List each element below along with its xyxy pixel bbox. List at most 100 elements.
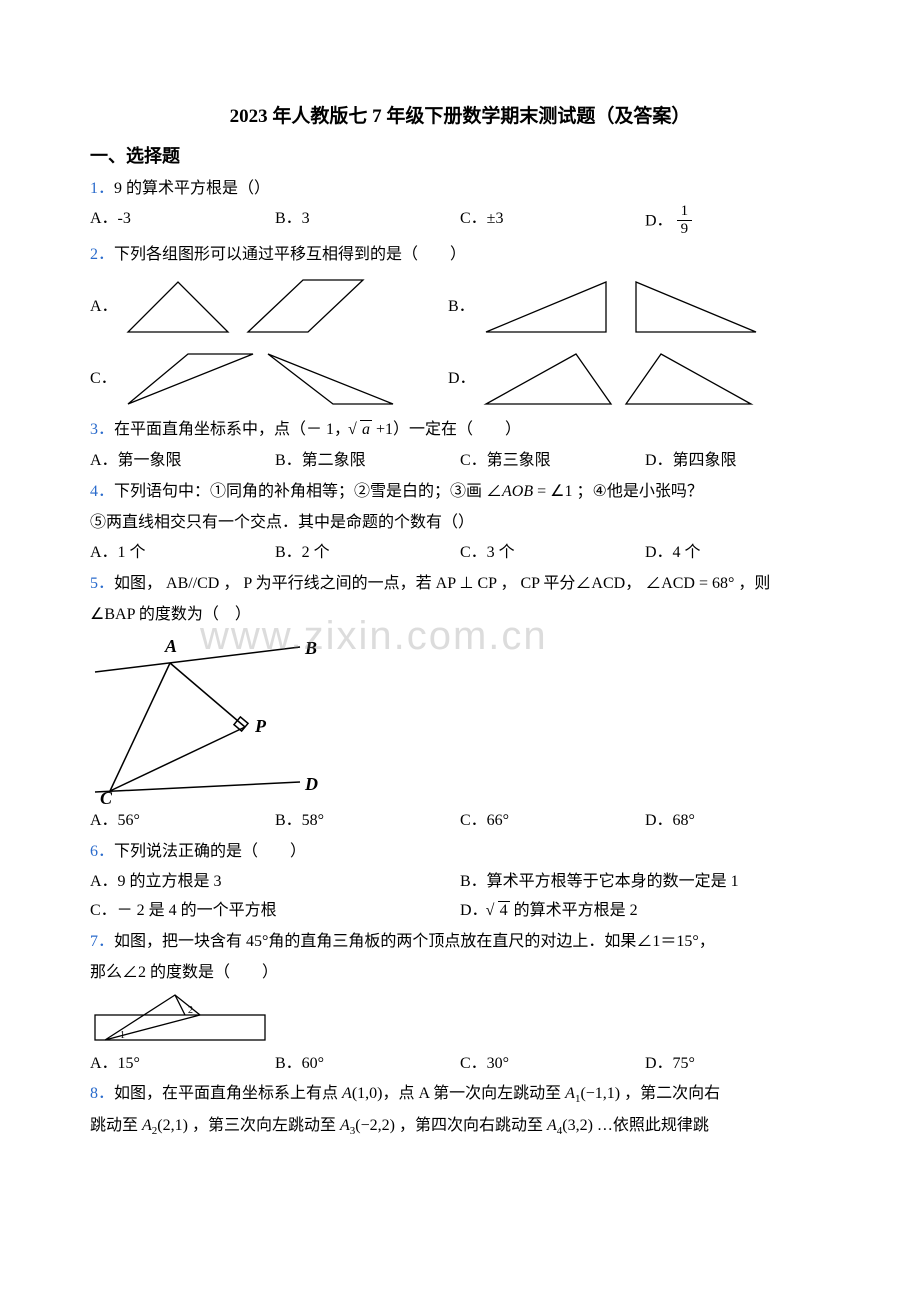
frac-num: 1 [677,203,693,221]
section-header: 一、选择题 [90,140,830,172]
q4-number: 4． [90,483,114,500]
q2-number: 2． [90,246,114,263]
q7-text1: 如图，把一块含有 45°角的直角三角板的两个顶点放在直尺的对边上．如果∠1＝15… [114,933,715,950]
q2-label-b: B． [448,293,476,322]
q4-l1pre: 下列语句中：①同角的补角相等；②雪是白的；③画 ∠ [114,483,502,500]
q4-aob: AOB [502,483,533,500]
q8-line1: 8．如图，在平面直角坐标系上有点 A(1,0)，点 A 第一次向左跳动至 A1(… [90,1080,830,1110]
q7-svg: 2 1 [90,990,270,1050]
rad: a [360,420,372,438]
q7-opt-b: B．60° [275,1050,460,1079]
q5-opt-b: B．58° [275,807,460,836]
q1-opt-a: A．-3 [90,205,275,239]
q3-opt-d: D．第四象限 [645,447,830,476]
q6-opt-b: B．算术平方根等于它本身的数一定是 1 [460,868,830,897]
q7-line2: 那么∠2 的度数是（ ） [90,959,830,988]
q3-options: A．第一象限 B．第二象限 C．第三象限 D．第四象限 [90,447,830,476]
page-title: 2023 年人教版七 7 年级下册数学期末测试题（及答案） [90,100,830,134]
q6-opt-c: C．－ 2 是 4 的一个平方根 [90,897,460,926]
sqrt-a: a [350,416,372,445]
q7-opt-d: D．75° [645,1050,830,1079]
q4-options: A．1 个 B．2 个 C．3 个 D．4 个 [90,539,830,568]
q2-label-d: D． [448,365,476,394]
q8-2a: 跳动至 [90,1117,142,1134]
q2-label-c: C． [90,365,118,394]
svg-text:2: 2 [188,1005,193,1016]
q7-line1: 7．如图，把一块含有 45°角的直角三角板的两个顶点放在直尺的对边上．如果∠1＝… [90,928,830,957]
q6-opt-d: D． 4 的算术平方根是 2 [460,897,830,926]
page: www.zixin.com.cn 2023 年人教版七 7 年级下册数学期末测试… [0,0,920,1194]
q8-number: 8． [90,1085,114,1102]
q8-1c: ，第二次向右 [620,1085,720,1102]
q4-opt-b: B．2 个 [275,539,460,568]
q6-d-post: 的算术平方根是 2 [510,902,638,919]
fraction: 1 9 [677,203,693,237]
q7-figure: 2 1 [90,990,830,1050]
q8-1a: 如图，在平面直角坐标系上有点 [114,1085,342,1102]
svg-text:1: 1 [120,1030,125,1041]
rad4: 4 [498,901,510,919]
frac-den: 9 [677,221,693,238]
q3-number: 3． [90,421,114,438]
svg-text:C: C [100,788,113,807]
q5-opt-a: A．56° [90,807,275,836]
q3-opt-c: C．第三象限 [460,447,645,476]
q2-label-a: A． [90,293,118,322]
q2-row-ab: A． B． [90,272,830,342]
q6: 6．下列说法正确的是（ ） [90,838,830,867]
q3-opt-b: B．第二象限 [275,447,460,476]
q5-opt-d: D．68° [645,807,830,836]
q1-options: A．-3 B．3 C．±3 D． 1 9 [90,205,830,239]
q5-number: 5． [90,575,114,592]
q7-opt-c: C．30° [460,1050,645,1079]
q1-opt-c: C．±3 [460,205,645,239]
q6-d-pre: D． [460,902,488,919]
q4-eq: = ∠1 ；④他是小张吗？ [533,483,703,500]
q3-text-post: +1）一定在（ ） [372,421,521,438]
q8-2b: ，第三次向左跳动至 [188,1117,340,1134]
q4-opt-a: A．1 个 [90,539,275,568]
q3-text-pre: 在平面直角坐标系中，点（－ 1， [114,421,350,438]
q8-A: A [342,1085,352,1102]
q6-options-row1: A．9 的立方根是 3 B．算术平方根等于它本身的数一定是 1 [90,868,830,897]
q5-options: A．56° B．58° C．66° D．68° [90,807,830,836]
q2-shape-b [476,272,776,342]
q4-line2: ⑤两直线相交只有一个交点．其中是命题的个数有（） [90,509,830,538]
q4-opt-d: D．4 个 [645,539,830,568]
q1: 1．9 的算术平方根是（） [90,175,830,204]
svg-text:A: A [164,636,177,656]
q5-text1: 如图， AB//CD ， P 为平行线之间的一点，若 AP ⊥ CP ， CP … [114,575,770,592]
q8-2c: ，第四次向右跳动至 [395,1117,547,1134]
q5-figure: A B C D P [90,632,830,807]
q2-shape-c [118,344,418,414]
svg-text:P: P [254,716,267,736]
q6-number: 6． [90,843,114,860]
q8-line2: 跳动至 A2(2,1) ，第三次向左跳动至 A3(−2,2) ，第四次向右跳动至… [90,1112,830,1142]
q6-opt-a: A．9 的立方根是 3 [90,868,460,897]
q8-2d: …依照此规律跳 [593,1117,709,1134]
q4: 4．下列语句中：①同角的补角相等；②雪是白的；③画 ∠AOB = ∠1 ；④他是… [90,478,830,507]
q3-opt-a: A．第一象限 [90,447,275,476]
q8-1b: ，点 A 第一次向左跳动至 [382,1085,565,1102]
q5-line1: 5．如图， AB//CD ， P 为平行线之间的一点，若 AP ⊥ CP ， C… [90,570,830,599]
svg-text:D: D [304,774,318,794]
q7-opt-a: A．15° [90,1050,275,1079]
q1-opt-b: B．3 [275,205,460,239]
q2-shape-d [476,344,776,414]
q7-number: 7． [90,933,114,950]
q4-opt-c: C．3 个 [460,539,645,568]
q1-d-prefix: D． [645,213,673,230]
sqrt4: 4 [488,897,510,926]
q2: 2．下列各组图形可以通过平移互相得到的是（ ） [90,241,830,270]
q6-options-row2: C．－ 2 是 4 的一个平方根 D． 4 的算术平方根是 2 [90,897,830,926]
q1-opt-d: D． 1 9 [645,205,830,239]
q2-shape-a [118,272,418,342]
q3: 3．在平面直角坐标系中，点（－ 1， a +1）一定在（ ） [90,416,830,445]
q6-text: 下列说法正确的是（ ） [114,843,306,860]
q2-text: 下列各组图形可以通过平移互相得到的是（ ） [114,246,466,263]
q1-number: 1． [90,180,114,197]
q5-text2: ∠BAP 的度数为（ ） [90,606,251,623]
q5-line2: ∠BAP 的度数为（ ） [90,601,830,630]
svg-text:B: B [304,638,317,658]
q1-text: 9 的算术平方根是（） [114,180,270,197]
